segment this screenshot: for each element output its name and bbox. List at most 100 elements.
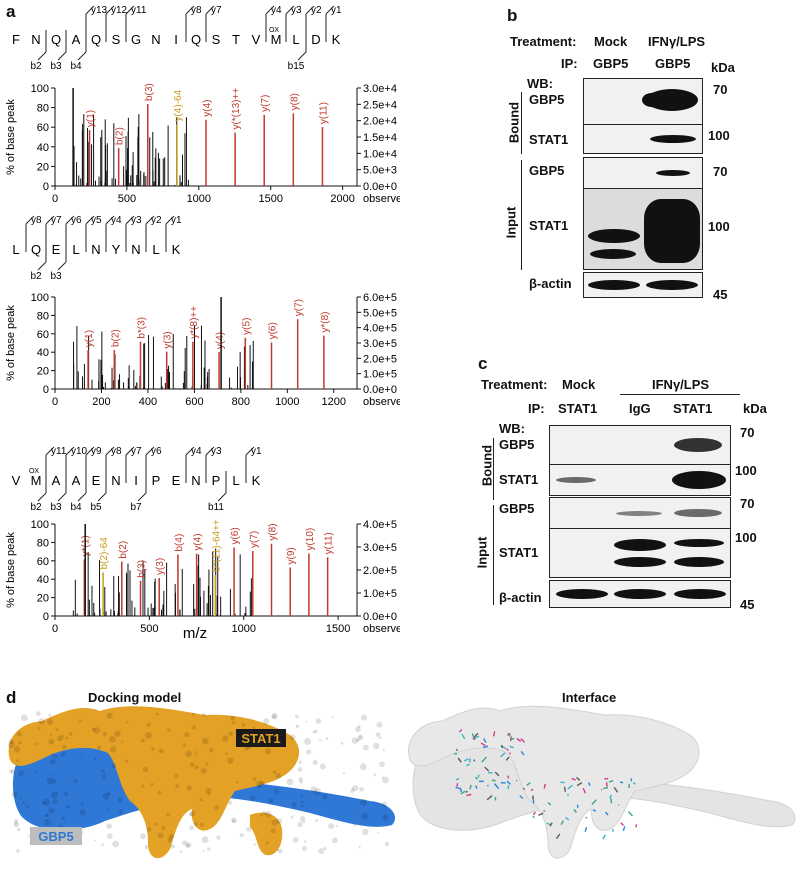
- texture-dot: [7, 741, 15, 749]
- interface-residue: [494, 771, 500, 777]
- y-tick-label: 0: [43, 384, 49, 396]
- texture-dot: [200, 767, 207, 774]
- right-tick-label: 1.5e+4: [363, 132, 397, 144]
- y-tick-label: 20: [37, 366, 49, 378]
- interface-residue: [506, 732, 510, 737]
- texture-dot: [239, 833, 244, 838]
- y-ion-label: y3: [131, 215, 142, 226]
- fragment-mark: [125, 446, 135, 456]
- interface-residue: [475, 776, 478, 780]
- texture-dot: [93, 727, 100, 734]
- texture-dot: [261, 810, 266, 815]
- texture-dot: [80, 802, 84, 806]
- panel-c-row-gbp5-bound: GBP5: [499, 437, 535, 452]
- sequence-residue: L: [12, 242, 19, 257]
- texture-dot: [201, 712, 206, 717]
- right-tick-label: 4.0e+5: [363, 519, 397, 531]
- sequence-residue: D: [311, 32, 320, 47]
- texture-dot: [60, 751, 66, 758]
- fragment-mark: [45, 446, 55, 456]
- interface-residue: [576, 782, 583, 787]
- texture-dot: [140, 833, 146, 840]
- y-ion-label: y13: [91, 5, 108, 16]
- interface-residue: [468, 758, 472, 763]
- texture-dot: [106, 823, 113, 830]
- texture-dot: [185, 750, 193, 758]
- panel-b-mw-70b: 70: [713, 164, 728, 179]
- panel-b-row-actin: β-actin: [529, 276, 572, 291]
- texture-dot: [45, 813, 49, 818]
- interface-residue: [620, 822, 625, 826]
- texture-dot: [286, 778, 294, 786]
- texture-dot: [270, 828, 276, 834]
- interface-residues: [453, 729, 638, 840]
- panel-c-blot-actin: [549, 580, 731, 608]
- fragment-mark: [285, 5, 295, 15]
- texture-dot: [205, 762, 209, 766]
- interface-residue: [602, 834, 606, 840]
- fragment-mark: [105, 446, 115, 456]
- texture-dot: [101, 774, 107, 780]
- texture-dot: [14, 822, 17, 825]
- panel-c-mw-70a: 70: [740, 425, 755, 440]
- fragment-mark: [37, 261, 47, 271]
- texture-dot: [372, 742, 380, 750]
- b-ion-label: b3: [50, 502, 62, 513]
- texture-dot: [359, 763, 367, 771]
- texture-dot: [93, 839, 96, 842]
- sequence-residue: Q: [31, 242, 41, 257]
- texture-dot: [199, 822, 204, 827]
- fragment-mark: [185, 5, 195, 15]
- interface-residue: [573, 808, 578, 813]
- texture-dot: [189, 762, 195, 768]
- texture-dot: [20, 714, 28, 722]
- texture-dot: [290, 734, 296, 740]
- texture-dot: [298, 777, 303, 782]
- texture-dot: [52, 798, 58, 804]
- texture-dot: [340, 741, 344, 745]
- texture-dot: [94, 757, 98, 761]
- texture-dot: [157, 790, 162, 795]
- texture-dot: [268, 798, 274, 804]
- panel-b-mw-45: 45: [713, 287, 728, 302]
- y-ion-label: y1: [331, 5, 342, 16]
- panel-c-ip-1: STAT1: [558, 401, 598, 416]
- texture-dot: [303, 840, 307, 843]
- fragment-mark: [105, 215, 115, 225]
- interface-residue: [509, 752, 512, 755]
- texture-dot: [101, 769, 106, 774]
- texture-dot: [253, 843, 256, 846]
- peak-label: y(7): [260, 95, 271, 112]
- panel-c-mock: Mock: [562, 377, 596, 392]
- sequence-residue: L: [72, 242, 79, 257]
- sequence-residue: P: [212, 473, 221, 488]
- interface-residue: [567, 794, 570, 797]
- sequence-residue: L: [292, 32, 299, 47]
- fragment-mark: [85, 446, 95, 456]
- texture-dot: [335, 824, 338, 828]
- texture-dot: [373, 773, 377, 777]
- texture-dot: [189, 810, 196, 817]
- peak-label: y(9): [286, 547, 297, 564]
- fragment-mark: [265, 5, 275, 15]
- texture-dot: [259, 814, 263, 817]
- fragment-mark: [105, 5, 115, 15]
- interface-residue: [532, 815, 535, 819]
- texture-dot: [51, 753, 54, 757]
- texture-dot: [114, 730, 121, 738]
- y-ion-label: y8: [31, 215, 42, 226]
- b-ion-label: b4: [70, 61, 82, 72]
- texture-dot: [73, 779, 78, 784]
- texture-dot: [214, 805, 219, 811]
- peak-label: y(4)-64: [173, 89, 184, 121]
- sequence-residue: N: [191, 473, 200, 488]
- spectrum-3-plot: 0 20 40 60 80 100 0.0e+0 1.0e+5 2.0e+5 3.0e+5 4.0e…: [5, 519, 400, 635]
- sequence-residue: Q: [191, 32, 201, 47]
- interface-residue: [585, 816, 588, 819]
- panel-b-row-gbp5-bound: GBP5: [529, 92, 565, 107]
- y-ion-label: y1: [251, 446, 262, 457]
- interface-residue: [477, 774, 480, 778]
- texture-dot: [44, 814, 48, 817]
- fragment-mark: [97, 492, 107, 502]
- texture-dot: [81, 755, 84, 759]
